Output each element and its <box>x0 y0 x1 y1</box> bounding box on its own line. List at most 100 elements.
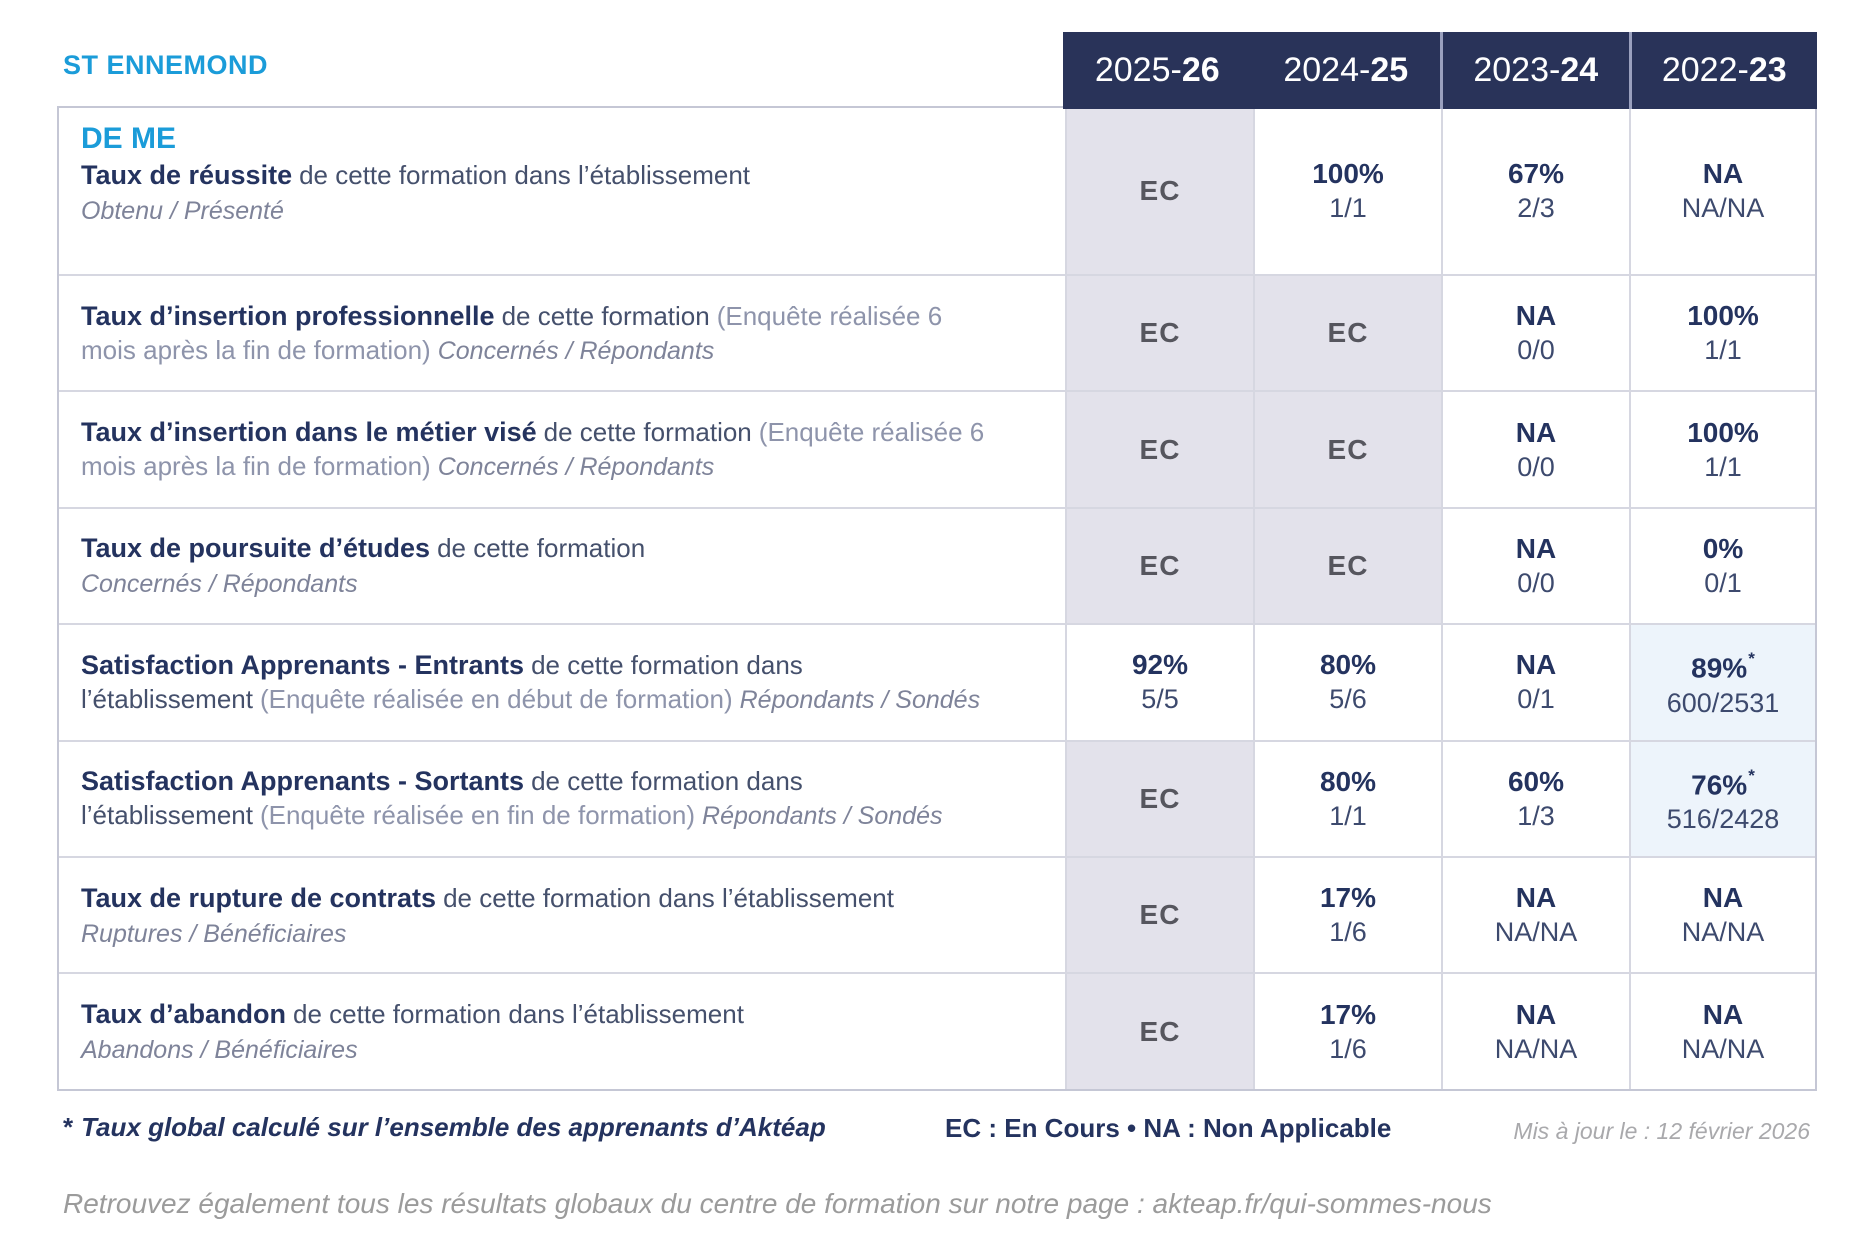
metric-row-label: Taux d’insertion professionnelle de cette… <box>59 274 1065 390</box>
value-cell: EC <box>1065 506 1253 624</box>
metric-fraction: 1/1 <box>1704 451 1742 482</box>
ec-badge: EC <box>1139 433 1181 465</box>
value-cell: 100% 1/1 <box>1629 390 1815 507</box>
metric-value-text: 17% <box>1319 998 1377 1030</box>
value-cell: NA 0/0 <box>1441 506 1629 624</box>
metric-subtext: de cette formation dans l’établissement <box>443 882 894 913</box>
value-cell: 80% 1/1 <box>1253 739 1441 856</box>
metric-fraction: 600/2531 <box>1666 687 1780 718</box>
metric-value: 100% <box>1687 417 1759 448</box>
metric-value: 80% <box>1320 650 1376 680</box>
value-cell: 60% 1/3 <box>1441 739 1629 856</box>
metric-value: NA <box>1516 417 1556 448</box>
metric-subtext: de cette formation dans l’établissement <box>81 649 803 714</box>
year-prefix: 2022- <box>1661 51 1749 89</box>
value-cell: 89%* 600/2531 <box>1629 623 1815 740</box>
value-cell: 80% 5/6 <box>1253 623 1441 740</box>
metric-fraction: 2/3 <box>1517 193 1555 223</box>
value-cell: NA 0/1 <box>1441 623 1629 740</box>
metric-description: Taux de poursuite d’études de cette forma… <box>81 531 995 565</box>
page-title: ST ENNEMOND <box>63 50 269 80</box>
value-cell: 0% 0/1 <box>1629 506 1815 624</box>
year-prefix: 2025- <box>1094 51 1182 89</box>
value-cell: EC <box>1065 390 1253 507</box>
ec-badge: EC <box>1139 782 1181 814</box>
metric-fraction: 1/6 <box>1329 1033 1367 1064</box>
metric-fraction: 0/0 <box>1517 567 1555 598</box>
metric-fraction: 0/1 <box>1704 567 1742 598</box>
metric-title: Satisfaction Apprenants - Sortants <box>81 766 525 797</box>
metric-value: 60% <box>1507 765 1565 797</box>
year-suffix: 26 <box>1181 51 1220 89</box>
metric-value-text: 0% <box>1702 532 1744 564</box>
metric-fraction: NA/NA <box>1681 1033 1765 1064</box>
metric-value-text: 76% <box>1691 768 1748 800</box>
metric-subtext: de cette formation dans l’établissement <box>293 999 744 1030</box>
metric-value: 80% <box>1319 765 1377 797</box>
metric-value-text: NA <box>1515 532 1557 564</box>
metric-value-text: 89% <box>1691 652 1748 684</box>
year-suffix: 24 <box>1560 51 1599 89</box>
metric-value: 17% <box>1319 998 1377 1030</box>
metric-title: Taux d’insertion dans le métier visé <box>81 417 537 448</box>
metric-subtext: de cette formation <box>437 533 646 564</box>
value-cell: 100% 1/1 <box>1253 108 1441 274</box>
metric-note: Répondants / Sondés <box>739 685 981 714</box>
metric-value: NA <box>1515 532 1557 564</box>
metric-fraction: 1/1 <box>1329 800 1367 831</box>
metric-title: Taux de poursuite d’études <box>81 533 431 564</box>
value-cell: EC <box>1065 274 1253 391</box>
metric-fraction: 1/1 <box>1704 335 1742 366</box>
metric-description: Taux de réussite de cette formation dans … <box>81 158 995 192</box>
metric-value-text: 80% <box>1319 649 1377 681</box>
metric-value-text: 100% <box>1687 300 1759 332</box>
ec-badge: EC <box>1327 317 1369 349</box>
metric-value-text: 67% <box>1507 158 1565 189</box>
metric-note: Ruptures / Bénéficiaires <box>81 919 347 948</box>
metric-description: Taux d’insertion professionnelle de cette… <box>81 299 995 368</box>
value-cell: NA NA/NA <box>1441 855 1629 973</box>
metric-value: NA <box>1516 883 1556 913</box>
value-cell: NA NA/NA <box>1629 108 1815 274</box>
metric-subtext: de cette formation dans l’établissement <box>81 766 803 831</box>
footnote-text: Taux global calculé sur l’ensemble des a… <box>81 1112 826 1142</box>
value-cell: EC <box>1065 739 1253 856</box>
results-table: DE ME Taux de réussite de cette formation … <box>57 106 1817 1091</box>
value-cell: 92% 5/5 <box>1065 623 1253 740</box>
metric-paren: (Enquête réalisée en fin de formation) <box>259 800 696 831</box>
ec-badge: EC <box>1139 317 1181 349</box>
metric-fraction: 0/1 <box>1517 684 1555 715</box>
metric-value: 89%* <box>1691 647 1755 683</box>
metric-value: NA <box>1516 301 1556 331</box>
metric-note: Concernés / Répondants <box>81 570 358 599</box>
metric-description: Taux d’abandon de cette formation dans l’… <box>81 997 995 1031</box>
value-cell: 76%* 516/2428 <box>1629 739 1815 856</box>
metric-description: Taux de rupture de contrats de cette form… <box>81 881 995 915</box>
metric-value: 67% <box>1508 159 1564 189</box>
metric-row-label: DE ME Taux de réussite de cette formation … <box>59 108 1065 274</box>
value-cell: EC <box>1253 506 1441 624</box>
metric-value-text: 92% <box>1131 649 1189 681</box>
year-prefix: 2023- <box>1473 51 1561 89</box>
value-cell: 67% 2/3 <box>1441 108 1629 274</box>
metric-row-label: Taux de rupture de contrats de cette form… <box>59 855 1065 972</box>
metric-fraction: 5/6 <box>1329 684 1367 715</box>
bottom-note: Retrouvez également tous les résultats g… <box>63 1188 1492 1219</box>
metric-value-text: 80% <box>1319 765 1377 797</box>
value-cell: EC <box>1065 972 1253 1089</box>
metric-fraction: 0/0 <box>1517 335 1555 366</box>
value-cell: NA 0/0 <box>1441 274 1629 391</box>
metric-value: 100% <box>1312 159 1384 189</box>
metric-fraction: 1/6 <box>1329 917 1367 948</box>
metric-row-label: Taux d’abandon de cette formation dans l’… <box>59 972 1065 1088</box>
value-cell: EC <box>1065 108 1253 274</box>
year-prefix: 2024- <box>1283 51 1371 89</box>
value-cell: NA NA/NA <box>1629 972 1815 1089</box>
metric-note: Concernés / Répondants <box>437 336 715 365</box>
metric-value-text: NA <box>1515 998 1557 1030</box>
metric-value-text: NA <box>1702 998 1744 1030</box>
metric-value-text: 60% <box>1507 765 1565 797</box>
metric-fraction: 1/1 <box>1329 193 1367 223</box>
metric-row-label: Satisfaction Apprenants - Sortants de cet… <box>59 739 1065 856</box>
metric-value: 17% <box>1320 883 1376 913</box>
